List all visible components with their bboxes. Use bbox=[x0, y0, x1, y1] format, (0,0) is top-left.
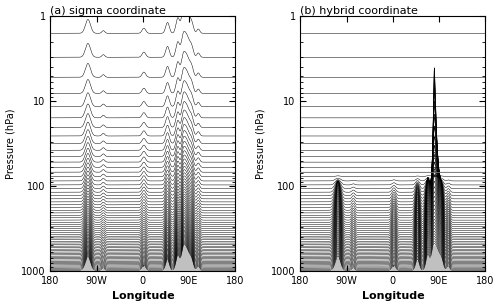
Text: (b) hybrid coordinate: (b) hybrid coordinate bbox=[300, 6, 418, 16]
X-axis label: Longitude: Longitude bbox=[112, 291, 174, 301]
Text: (a) sigma coordinate: (a) sigma coordinate bbox=[50, 6, 166, 16]
Y-axis label: Pressure (hPa): Pressure (hPa) bbox=[6, 108, 16, 179]
Y-axis label: Pressure (hPa): Pressure (hPa) bbox=[256, 108, 266, 179]
X-axis label: Longitude: Longitude bbox=[362, 291, 424, 301]
